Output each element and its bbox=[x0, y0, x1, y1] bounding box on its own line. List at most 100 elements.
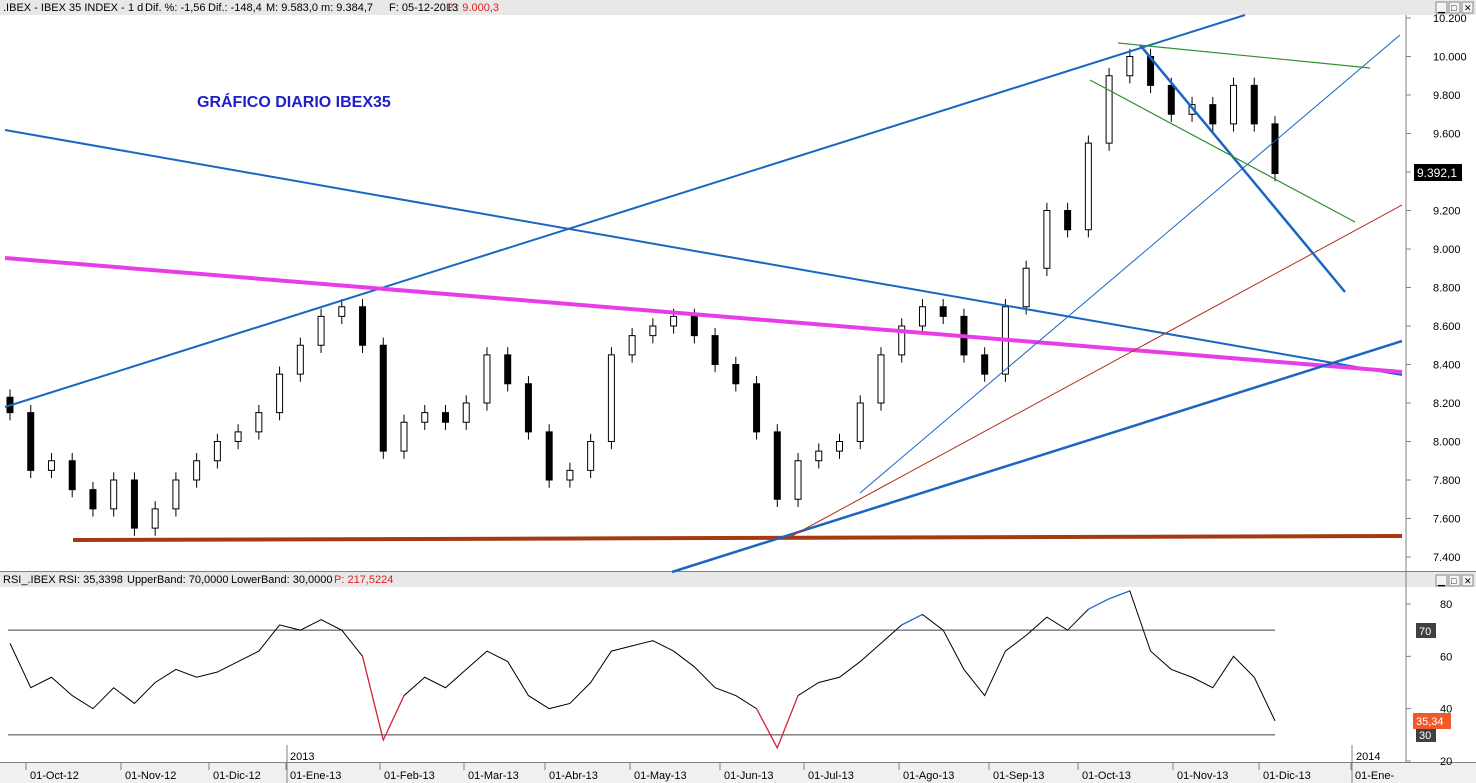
candle-body bbox=[524, 383, 532, 433]
x-tick-label: 01-Oct-13 bbox=[1082, 770, 1131, 782]
candle-body bbox=[172, 479, 180, 510]
x-tick-label: 01-Dic-13 bbox=[1263, 770, 1311, 782]
candle-body bbox=[1230, 84, 1238, 125]
minimize-icon: ▁ bbox=[1437, 3, 1446, 14]
candle-body bbox=[1043, 210, 1051, 269]
candle-body bbox=[47, 460, 55, 471]
axes: 7.400 7.600 7.800 8.000 8.200 8.400 8.600 8.800… bbox=[25, 13, 1467, 783]
trendline-resistance-magenta bbox=[4, 256, 1403, 374]
candle-body bbox=[110, 479, 118, 510]
rsi-close-button[interactable] bbox=[1461, 574, 1474, 587]
price-y-tick-label: 7.800 bbox=[1433, 475, 1461, 487]
candle-body bbox=[773, 431, 781, 500]
candle-body bbox=[1126, 56, 1134, 77]
rsi-close-icon: ✕ bbox=[1464, 576, 1472, 586]
candle-body bbox=[732, 364, 740, 385]
candle-body bbox=[898, 325, 906, 356]
candle-body bbox=[1064, 210, 1072, 231]
candle-body bbox=[483, 354, 491, 404]
price-window-buttons: ▁ □ ✕ bbox=[1435, 1, 1474, 14]
price-y-tick-label: 8.600 bbox=[1433, 321, 1461, 333]
price-y-tick-label: 7.600 bbox=[1433, 514, 1461, 526]
candle-body bbox=[607, 354, 615, 442]
trendline-descending-long bbox=[4, 129, 1403, 376]
candle-body bbox=[545, 431, 553, 481]
candle-body bbox=[130, 479, 138, 529]
candle-body bbox=[628, 335, 636, 356]
candle-body bbox=[1209, 104, 1217, 125]
candle-body bbox=[794, 460, 802, 500]
chart-annotation: GRÁFICO DIARIO IBEX35 bbox=[197, 92, 391, 111]
candle-body bbox=[255, 412, 263, 433]
rsi-y-tick-label: 80 bbox=[1440, 599, 1452, 611]
rsi-series bbox=[9, 590, 1276, 750]
rsi-header-name: RSI_.IBEX RSI: 35,3398 bbox=[3, 574, 123, 586]
rsi-lower-band-label: 30 bbox=[1419, 730, 1431, 742]
rsi-y-tick-label: 20 bbox=[1440, 756, 1452, 768]
candlestick-series bbox=[6, 48, 1279, 536]
candle-body bbox=[151, 508, 159, 529]
rsi-window-buttons: ▁ □ ✕ bbox=[1435, 574, 1474, 587]
price-y-tick-label: 9.800 bbox=[1433, 90, 1461, 102]
last-price-tag bbox=[1414, 164, 1462, 181]
rsi-header-upper: UpperBand: 70,0000 bbox=[127, 574, 229, 586]
rsi-oversold-segment bbox=[756, 708, 778, 749]
rsi-oversold-segment bbox=[776, 695, 799, 749]
x-tick-label: 01-May-13 bbox=[634, 770, 687, 782]
trendline-lower-channel bbox=[671, 339, 1403, 574]
rsi-line bbox=[9, 590, 1276, 750]
candle-body bbox=[317, 315, 325, 346]
x-tick-label: 01-Ago-13 bbox=[903, 770, 954, 782]
price-y-tick-label: 8.800 bbox=[1433, 283, 1461, 295]
x-tick-label: 01-Ene-13 bbox=[290, 770, 341, 782]
maximize-button[interactable] bbox=[1448, 1, 1461, 14]
trendline-green-top bbox=[1117, 42, 1371, 69]
candle-body bbox=[1022, 267, 1030, 308]
rsi-minimize-button[interactable] bbox=[1435, 574, 1448, 587]
x-tick-label: 01-Nov-12 bbox=[125, 770, 176, 782]
candle-body bbox=[89, 489, 97, 510]
minimize-button[interactable] bbox=[1435, 1, 1448, 14]
candle-body bbox=[1250, 84, 1258, 125]
price-header-symbol: .IBEX - IBEX 35 INDEX - bbox=[3, 2, 125, 14]
x-tick-label: 01-Ene- bbox=[1355, 770, 1394, 782]
candle-body bbox=[234, 431, 242, 442]
rsi-value-tag bbox=[1413, 713, 1451, 729]
candle-body bbox=[338, 306, 346, 317]
trendline-green-bottom bbox=[1089, 79, 1356, 223]
candle-body bbox=[753, 383, 761, 433]
candle-body bbox=[421, 412, 429, 423]
price-y-tick-label: 8.200 bbox=[1433, 398, 1461, 410]
candle-body bbox=[27, 412, 35, 471]
candle-body bbox=[296, 344, 304, 375]
candle-body bbox=[856, 402, 864, 442]
candle-body bbox=[670, 315, 678, 327]
price-header-change-abs: Dif.: -148,4 bbox=[208, 2, 262, 14]
price-y-tick-label: 10.200 bbox=[1433, 13, 1467, 25]
price-header-bar bbox=[0, 0, 1476, 15]
candle-body bbox=[649, 325, 657, 337]
candle-body bbox=[193, 460, 201, 481]
close-button[interactable] bbox=[1461, 1, 1474, 14]
rsi-oversold-segment bbox=[382, 695, 405, 741]
x-tick-label: 01-Nov-13 bbox=[1177, 770, 1228, 782]
x-tick-label: 01-Dic-12 bbox=[213, 770, 261, 782]
candle-body bbox=[918, 306, 926, 327]
x-axis-bar bbox=[0, 762, 1476, 783]
price-y-tick-label: 9.200 bbox=[1433, 206, 1461, 218]
x-tick-label: 01-Jun-13 bbox=[724, 770, 774, 782]
rsi-minimize-icon: ▁ bbox=[1437, 576, 1446, 587]
x-tick-label: 01-Mar-13 bbox=[468, 770, 519, 782]
trendline-short-descending bbox=[1139, 44, 1346, 293]
candle-body bbox=[379, 344, 387, 452]
candle-body bbox=[441, 412, 449, 423]
candle-body bbox=[400, 421, 408, 452]
price-header-change-pct: Dif. %: -1,56 bbox=[145, 2, 206, 14]
x-tick-label: 01-Feb-13 bbox=[384, 770, 435, 782]
rsi-upper-band-label: 70 bbox=[1419, 626, 1431, 638]
rsi-y-tick-label: 60 bbox=[1440, 651, 1452, 663]
rsi-maximize-icon: □ bbox=[1451, 576, 1457, 586]
rsi-maximize-button[interactable] bbox=[1448, 574, 1461, 587]
